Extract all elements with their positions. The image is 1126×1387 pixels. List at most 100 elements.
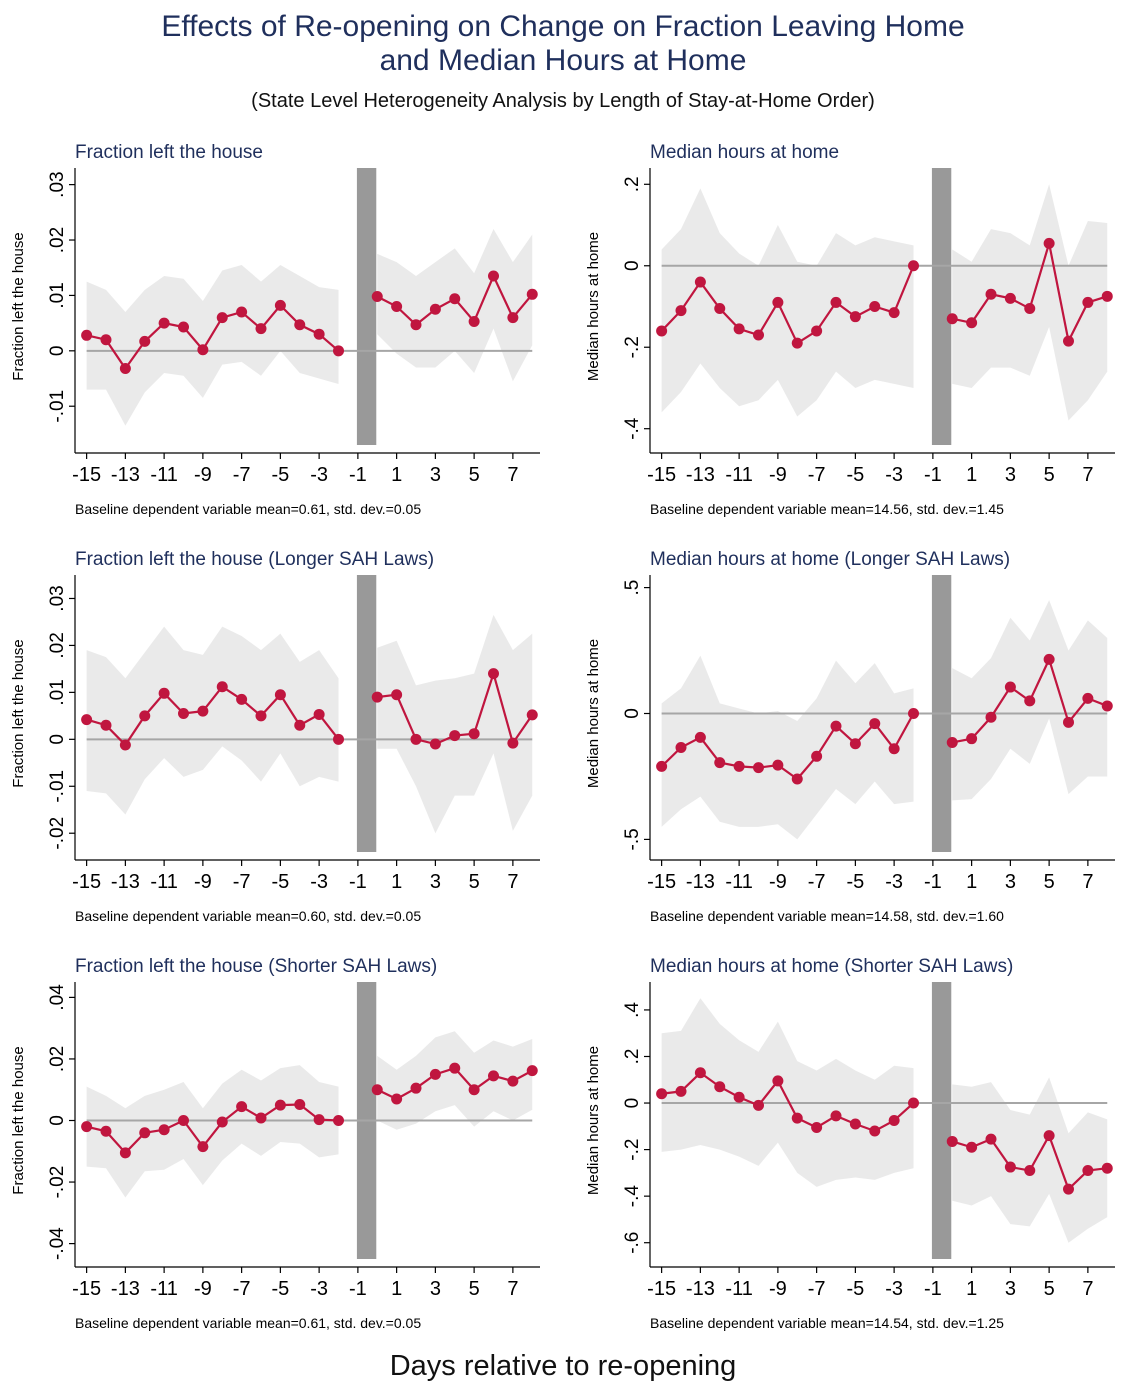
x-tick-label: -9 (769, 1278, 787, 1300)
data-point (849, 738, 861, 750)
figure-xlabel: Days relative to re-opening (389, 1350, 737, 1382)
data-point (468, 728, 480, 740)
data-point (733, 760, 745, 772)
data-point (869, 1125, 881, 1137)
data-point (675, 741, 687, 753)
data-point (178, 708, 189, 719)
data-point (313, 708, 325, 720)
x-tick-label: -5 (846, 464, 864, 486)
data-point (449, 730, 461, 742)
x-tick-label: -11 (150, 464, 177, 486)
data-point (1101, 290, 1113, 302)
x-tick-label: -3 (310, 871, 328, 893)
data-point (468, 1084, 480, 1096)
x-tick-label: 3 (430, 1278, 441, 1300)
y-tick-label: 0 (47, 1115, 68, 1126)
data-point (1082, 692, 1094, 704)
data-point (1063, 335, 1074, 347)
series-line-pre (86, 685, 340, 747)
y-tick-label: .02 (47, 227, 68, 253)
reopening-bar (356, 575, 377, 852)
baseline-note: Baseline dependent variable mean=14.54, … (650, 1315, 1004, 1331)
data-point (656, 760, 668, 772)
x-tick-label: -3 (885, 1278, 903, 1300)
reopening-bar (356, 168, 377, 445)
data-point (429, 303, 441, 315)
data-point (139, 1127, 151, 1139)
y-tick-label: -.02 (47, 817, 68, 850)
data-point (714, 757, 726, 769)
data-point (236, 306, 248, 318)
data-point (714, 1081, 726, 1093)
y-tick-label: -.2 (622, 1139, 643, 1161)
x-tick-label: 5 (469, 464, 480, 486)
data-point (178, 321, 189, 333)
y-tick-label: .01 (47, 282, 68, 308)
data-point (966, 1141, 978, 1153)
data-point (178, 1115, 189, 1126)
figure-subtitle: (State Level Heterogeneity Analysis by L… (251, 90, 875, 112)
data-point (488, 270, 499, 282)
data-point (507, 1075, 519, 1087)
x-tick-label: -7 (233, 871, 251, 893)
data-point (81, 329, 93, 341)
x-tick-label: 3 (1005, 871, 1016, 893)
chart-panel-4: Median hours at home (Longer SAH Laws) -.… (585, 549, 1115, 924)
x-tick-label: -1 (349, 1278, 367, 1300)
data-point (371, 1084, 383, 1096)
figure-title-line2: and Median Hours at Home (379, 44, 747, 77)
data-point (139, 710, 151, 722)
data-point (294, 719, 306, 731)
x-tick-label: -5 (846, 871, 864, 893)
ci-band-pre (86, 626, 339, 815)
data-point (333, 733, 344, 745)
panel-title: Fraction left the house (Shorter SAH Law… (75, 956, 437, 977)
x-tick-label: 3 (1005, 1278, 1016, 1300)
data-point (753, 329, 764, 341)
data-point (507, 737, 519, 749)
x-tick-label: -7 (233, 464, 251, 486)
data-point (888, 307, 900, 319)
y-tick-label: 0 (622, 260, 643, 271)
data-point (119, 363, 131, 375)
y-axis-label: Median hours at home (585, 639, 602, 788)
ci-band-pre (661, 998, 914, 1187)
data-point (753, 1099, 764, 1111)
data-point (908, 708, 919, 719)
data-point (675, 305, 687, 317)
y-axis-label: Median hours at home (585, 232, 602, 381)
panel-title: Fraction left the house (75, 142, 263, 163)
ci-band-post (952, 1077, 1108, 1243)
data-point (391, 301, 403, 312)
baseline-note: Baseline dependent variable mean=0.61, s… (75, 501, 421, 517)
data-point (197, 1141, 209, 1153)
y-axis-label: Fraction left the house (10, 232, 27, 380)
data-point (888, 743, 900, 755)
y-tick-label: 0 (622, 1098, 643, 1109)
data-point (507, 312, 519, 324)
data-point (946, 736, 958, 748)
x-tick-label: 5 (1044, 1278, 1055, 1300)
data-point (714, 303, 726, 315)
data-point (811, 750, 823, 762)
x-tick-label: 7 (1082, 1278, 1093, 1300)
data-point (830, 720, 842, 732)
data-point (255, 323, 267, 335)
x-tick-label: -13 (111, 1278, 140, 1300)
x-tick-label: -11 (725, 1278, 752, 1300)
data-point (410, 733, 422, 745)
y-tick-label: .5 (622, 580, 643, 596)
data-point (1004, 292, 1016, 304)
data-point (81, 714, 93, 726)
y-tick-label: -.04 (47, 1227, 68, 1260)
y-tick-label: .4 (622, 1002, 643, 1018)
data-point (333, 1115, 344, 1126)
x-tick-label: -5 (271, 464, 289, 486)
x-tick-label: -9 (769, 871, 787, 893)
y-tick-label: .2 (622, 1049, 643, 1065)
data-point (733, 323, 745, 335)
data-point (410, 319, 422, 331)
x-tick-label: 3 (1005, 464, 1016, 486)
x-tick-label: -11 (150, 871, 177, 893)
